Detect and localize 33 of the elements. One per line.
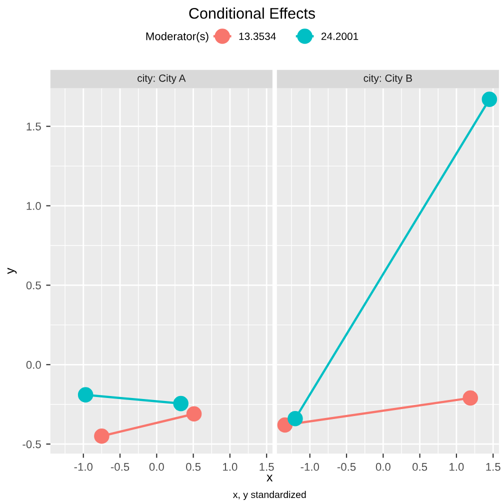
y-tick-label: 0.0 [26, 360, 41, 369]
text: x, y standardized [233, 490, 306, 500]
point [462, 390, 478, 406]
x-tick-label: 0.0 [376, 462, 390, 471]
x-tick-label: 1.5 [486, 463, 500, 471]
point [78, 387, 94, 402]
x-tick-label: 0.5 [186, 462, 201, 471]
y-axis-title: y [7, 268, 17, 274]
point [173, 396, 188, 412]
y-tick-label: -0.5 [22, 440, 41, 448]
x-axis-title: x [266, 474, 273, 482]
chart-subtitle: city: City A [138, 74, 186, 84]
point [94, 428, 110, 444]
x-tick-label: -0.5 [337, 462, 356, 471]
x-tick-label: 0.0 [149, 462, 164, 471]
x-tick-label: -0.5 [110, 462, 130, 471]
x-tick-label: 1.0 [223, 462, 238, 471]
y-tick-label: 1.5 [26, 122, 41, 130]
x-tick-label: -1.0 [300, 462, 320, 471]
point [288, 411, 303, 426]
x-tick-label: 0.5 [412, 462, 428, 471]
point [482, 92, 498, 107]
legend-label: 13.3534 [239, 32, 276, 40]
legend-title: Moderator(s) [146, 32, 208, 42]
chart-subtitle: city: City B [364, 74, 412, 84]
x-tick-label: -1.0 [74, 462, 93, 471]
x-tick-label: 1.0 [450, 462, 464, 471]
y-tick-label: 0.5 [26, 281, 41, 290]
legend-label: 24.2001 [321, 32, 358, 40]
y-tick-label: 1.0 [26, 202, 41, 210]
x-tick-label: 1.5 [260, 463, 274, 471]
point [186, 406, 202, 422]
chart-title: Conditional Effects [189, 8, 316, 19]
